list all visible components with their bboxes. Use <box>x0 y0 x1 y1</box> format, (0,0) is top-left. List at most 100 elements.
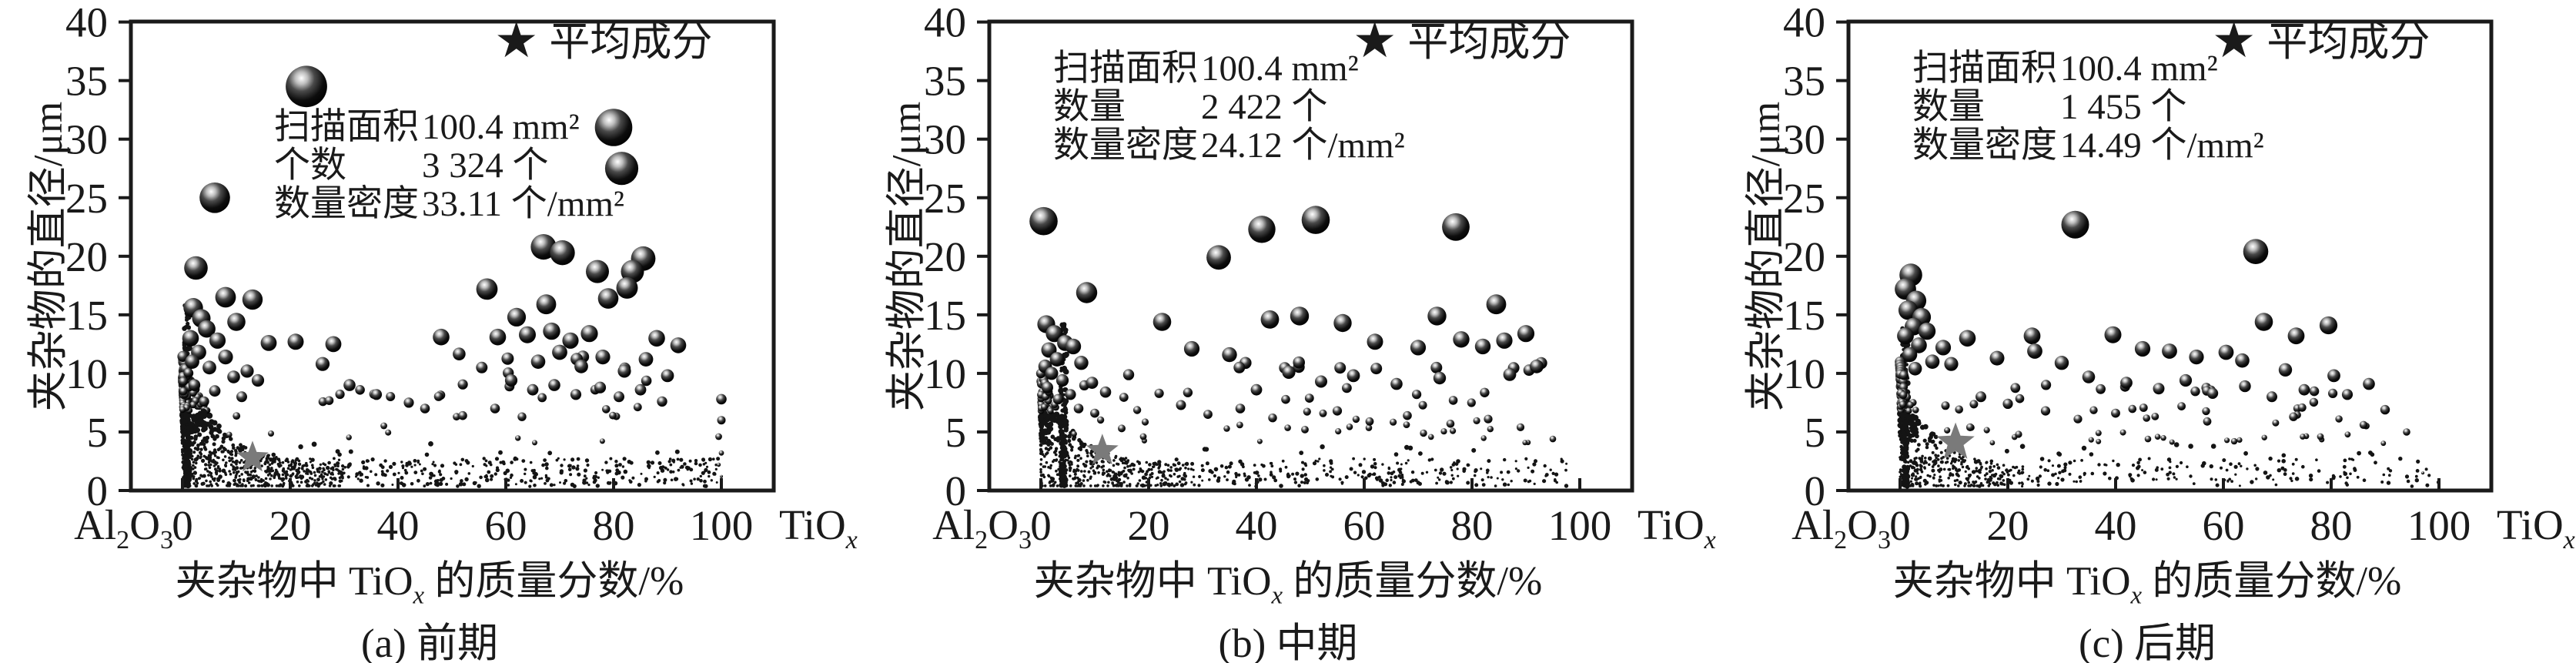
panel-early-stage: 0 20 40 60 80 100 0 5 10 15 20 25 30 35 40 夹杂物的直径/μm 扫… <box>0 0 859 663</box>
stats-label: 数量密度 <box>274 184 419 224</box>
x-axis-end-label: TiOx <box>779 501 858 554</box>
stats-value: 100.4 mm² <box>422 107 580 147</box>
y-axis-title: 夹杂物的直径/μm <box>885 101 929 412</box>
y-tick-label: 5 <box>87 409 109 456</box>
legend: ★ 平均成分 <box>494 13 713 68</box>
x-axis-title: 夹杂物中 TiOx 的质量分数/% <box>175 559 684 610</box>
x-axis-end-label: TiOx <box>1638 501 1716 554</box>
x-tick-label: 40 <box>377 502 420 549</box>
legend: ★ 平均成分 <box>2212 13 2430 68</box>
stats-label: 扫描面积 <box>1912 49 2057 89</box>
y-tick-label: 20 <box>924 233 966 280</box>
legend-label: 平均成分 <box>1407 20 1571 65</box>
stats-row: 数量密度14.49 个/mm² <box>1912 126 2264 165</box>
stats-row: 数量 1 455 个 <box>1912 88 2264 126</box>
x-axis-title: 夹杂物中 TiOx 的质量分数/% <box>1892 559 2402 610</box>
stats-row: 数量密度24.12 个/mm² <box>1053 126 1405 165</box>
x-tick-label: 0 <box>1889 502 1911 549</box>
x-axis-origin-label: Al2O3 <box>932 501 1032 554</box>
panel-late-stage: 0 20 40 60 80 100 0 5 10 15 20 25 30 35 40 夹杂物的直径/μm 扫… <box>1718 0 2576 663</box>
y-tick-label: 10 <box>1783 350 1825 397</box>
stats-value: 33.11 个/mm² <box>422 184 625 224</box>
stats-label: 扫描面积 <box>1053 49 1198 89</box>
stats-row: 扫描面积100.4 mm² <box>1053 49 1405 88</box>
y-tick-label: 0 <box>945 467 967 514</box>
star-icon: ★ <box>1353 13 1397 68</box>
y-tick-label: 5 <box>1805 409 1826 456</box>
stats-value: 24.12 个/mm² <box>1201 126 1405 166</box>
mean-composition-star <box>1086 434 1119 465</box>
x-tick-label: 40 <box>1236 502 1278 549</box>
stats-row: 数量密度33.11 个/mm² <box>274 185 624 223</box>
y-tick-label: 10 <box>65 350 108 397</box>
stats-label: 个数 <box>274 146 346 186</box>
x-axis-origin-label: Al2O3 <box>1791 501 1891 554</box>
y-tick-label: 30 <box>924 116 966 163</box>
x-tick-label: 60 <box>2203 502 2245 549</box>
y-axis-title: 夹杂物的直径/μm <box>1744 101 1788 412</box>
y-axis-title: 夹杂物的直径/μm <box>26 101 71 412</box>
subplot-caption: (c) 后期 <box>2078 621 2216 663</box>
x-tick-label: 0 <box>1030 502 1052 549</box>
stats-value: 14.49 个/mm² <box>2060 126 2264 166</box>
x-tick-label: 100 <box>2407 502 2471 549</box>
y-tick-label: 15 <box>65 292 108 339</box>
y-tick-label: 25 <box>65 175 108 222</box>
scatter-plot-late: 0 20 40 60 80 100 0 5 10 15 20 25 30 35 40 <box>1783 0 2494 549</box>
y-tick-label: 10 <box>924 350 966 397</box>
x-axis-title: 夹杂物中 TiOx 的质量分数/% <box>1033 559 1543 610</box>
stats-value: 2 422 个 <box>1201 87 1328 127</box>
x-axis-end-label: TiOx <box>2497 501 2575 554</box>
legend-label: 平均成分 <box>549 20 713 65</box>
y-tick-label: 30 <box>65 116 108 163</box>
y-tick-label: 20 <box>65 233 108 280</box>
y-tick-label: 20 <box>1783 233 1825 280</box>
stats-value: 1 455 个 <box>2060 87 2187 127</box>
y-tick-label: 40 <box>65 0 108 46</box>
x-tick-label: 40 <box>2095 502 2137 549</box>
stats-value: 100.4 mm² <box>1201 49 1359 89</box>
stats-label: 数量密度 <box>1912 126 2057 166</box>
scatter-plot-early: 0 20 40 60 80 100 0 5 10 15 20 25 30 35 40 <box>65 0 776 549</box>
star-icon: ★ <box>494 13 539 68</box>
x-tick-label: 80 <box>593 502 635 549</box>
y-tick-label: 15 <box>1783 292 1825 339</box>
x-tick-label: 100 <box>1548 502 1612 549</box>
x-tick-label: 0 <box>172 502 193 549</box>
stats-label: 数量 <box>1912 87 1985 127</box>
x-tick-label: 20 <box>269 502 312 549</box>
y-tick-label: 30 <box>1783 116 1825 163</box>
stats-annotation: 扫描面积100.4 mm² 数量 1 455 个 数量密度14.49 个/mm² <box>1912 49 2264 165</box>
stats-label: 数量 <box>1053 87 1126 127</box>
y-tick-label: 15 <box>924 292 966 339</box>
star-icon: ★ <box>2212 13 2257 68</box>
stats-label: 扫描面积 <box>274 107 419 147</box>
stats-label: 数量密度 <box>1053 126 1198 166</box>
y-tick-label: 35 <box>1783 58 1825 105</box>
stats-value: 3 324 个 <box>422 146 549 186</box>
stats-annotation: 扫描面积100.4 mm² 个数 3 324 个 数量密度33.11 个/mm² <box>274 108 624 223</box>
stats-value: 100.4 mm² <box>2060 49 2218 89</box>
stats-row: 数量 2 422 个 <box>1053 88 1405 126</box>
y-tick-label: 35 <box>924 58 966 105</box>
x-tick-label: 80 <box>2310 502 2353 549</box>
y-tick-label: 35 <box>65 58 108 105</box>
scatter-plot-middle: 0 20 40 60 80 100 0 5 10 15 20 25 30 35 40 <box>924 0 1634 549</box>
legend-label: 平均成分 <box>2267 20 2430 65</box>
y-tick-label: 40 <box>924 0 966 46</box>
mean-composition-star <box>1936 422 1975 459</box>
x-tick-label: 20 <box>1987 502 2029 549</box>
x-tick-label: 20 <box>1128 502 1170 549</box>
subplot-caption: (b) 中期 <box>1218 621 1358 663</box>
mean-composition-star <box>236 440 269 472</box>
stats-row: 扫描面积100.4 mm² <box>274 108 624 146</box>
y-tick-label: 40 <box>1783 0 1825 46</box>
y-tick-label: 25 <box>924 175 966 222</box>
x-axis-origin-label: Al2O3 <box>74 501 173 554</box>
x-tick-label: 60 <box>1343 502 1386 549</box>
y-tick-label: 5 <box>945 409 967 456</box>
legend: ★ 平均成分 <box>1353 13 1571 68</box>
y-tick-label: 25 <box>1783 175 1825 222</box>
panel-middle-stage: 0 20 40 60 80 100 0 5 10 15 20 25 30 35 40 夹杂物的直径/μm 扫… <box>858 0 1718 663</box>
stats-row: 个数 3 324 个 <box>274 146 624 185</box>
